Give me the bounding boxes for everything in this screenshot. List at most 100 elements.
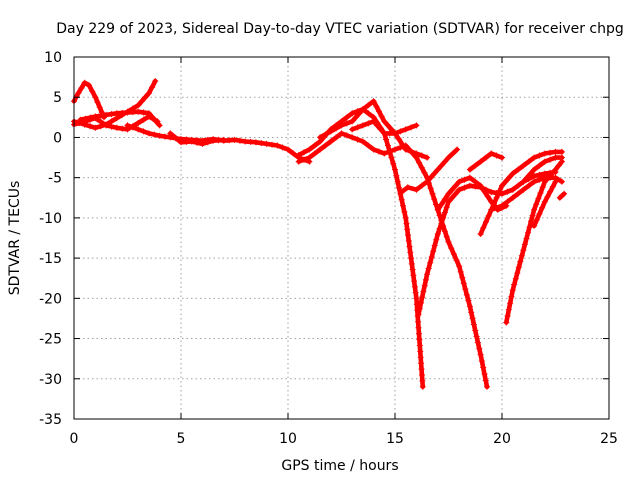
data-point [413, 186, 420, 193]
data-point [452, 182, 459, 189]
data-point [156, 132, 163, 139]
data-point [515, 166, 521, 173]
data-point [359, 106, 366, 113]
data-point [269, 141, 275, 148]
data-point [406, 243, 413, 250]
data-point [449, 186, 456, 193]
data-point [476, 345, 483, 352]
data-point [215, 137, 222, 144]
data-point [411, 283, 418, 290]
data-point [220, 136, 227, 143]
data-series-track-11 [398, 146, 461, 196]
data-point [404, 226, 411, 233]
data-point [178, 139, 184, 146]
data-point [508, 293, 515, 300]
data-point [454, 146, 461, 153]
y-tick-label: -5 [48, 171, 62, 187]
data-point [421, 169, 428, 176]
data-point [87, 114, 94, 121]
data-point [466, 303, 473, 310]
series-line [125, 123, 312, 164]
data-point [433, 236, 440, 243]
data-point [108, 111, 115, 118]
data-point [474, 339, 481, 346]
data-point [82, 115, 89, 122]
data-point [327, 138, 334, 145]
data-point [411, 278, 418, 285]
data-series-track-17 [488, 174, 565, 213]
data-point [124, 109, 131, 116]
data-point [558, 148, 565, 155]
data-point [162, 133, 168, 140]
data-point [434, 166, 441, 173]
x-tick-label: 15 [386, 431, 404, 447]
data-point [416, 330, 422, 337]
data-point [77, 116, 84, 123]
data-point [135, 120, 142, 126]
data-point [482, 377, 489, 384]
y-tick-label: 10 [44, 50, 62, 66]
data-point [408, 148, 415, 155]
data-point [503, 319, 510, 326]
data-point [422, 276, 429, 283]
data-point [504, 188, 511, 195]
data-point [119, 125, 126, 132]
data-point [404, 184, 411, 191]
data-point [448, 245, 455, 252]
data-point [526, 224, 533, 231]
data-point [441, 228, 448, 235]
data-point [352, 114, 359, 121]
data-point [427, 259, 434, 266]
data-point [465, 297, 472, 304]
data-point [311, 150, 318, 157]
data-point [466, 174, 473, 181]
data-point [536, 176, 543, 183]
data-point [558, 178, 565, 185]
data-point [459, 274, 466, 281]
data-point [416, 159, 423, 166]
data-point [311, 142, 318, 149]
data-point [416, 336, 423, 343]
data-point [552, 148, 559, 155]
data-point [392, 146, 398, 153]
data-point [199, 140, 206, 147]
data-point [338, 130, 345, 137]
data-point [484, 193, 491, 200]
data-point [384, 122, 391, 129]
data-point [452, 190, 459, 197]
data-point [541, 198, 548, 205]
data-point [301, 149, 307, 156]
data-point [466, 166, 473, 173]
data-point [129, 109, 136, 116]
data-point [140, 109, 147, 116]
data-point [424, 178, 431, 185]
data-point [226, 137, 233, 144]
data-point [333, 125, 340, 132]
data-point [373, 103, 380, 110]
data-point [359, 122, 366, 129]
data-point [338, 122, 345, 129]
data-point [531, 222, 538, 229]
data-point [512, 275, 519, 282]
plot-frame [73, 56, 610, 420]
data-point [420, 288, 427, 295]
data-point [547, 149, 554, 156]
data-point [210, 137, 217, 144]
data-point [425, 265, 432, 272]
data-point [504, 313, 511, 319]
data-point [375, 148, 382, 155]
data-point [108, 123, 115, 130]
data-point [417, 348, 424, 355]
data-point [525, 229, 531, 236]
data-point [236, 137, 243, 144]
data-point [412, 289, 419, 296]
y-tick-label: -30 [39, 372, 62, 388]
data-point [78, 85, 85, 91]
data-point [108, 118, 115, 125]
data-point [515, 182, 521, 189]
data-point [449, 150, 456, 157]
data-point [456, 263, 463, 270]
data-point [438, 201, 445, 208]
data-point [375, 108, 382, 115]
